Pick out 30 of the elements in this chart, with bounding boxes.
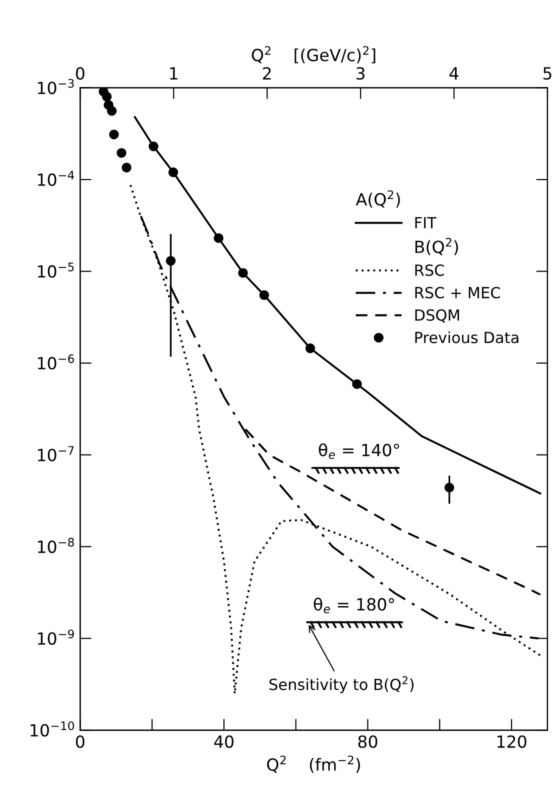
x-tick-label: 40: [214, 735, 234, 748]
x2-tick-label: 2: [263, 67, 271, 80]
legend-label: RSC: [415, 264, 444, 276]
text: Q$^{2}$ [(GeV/c)$^{2}$]: [252, 46, 376, 64]
annotation: θ$_{e}$ = 180°: [314, 598, 394, 614]
y-tick-label: 10$^{−6}$: [38, 354, 74, 370]
legend-title: A(Q$^{2}$): [356, 190, 400, 208]
legend-label: RSC + MEC: [415, 286, 500, 298]
y-tick-label: 10$^{−7}$: [38, 446, 74, 462]
legend-label: FIT: [415, 217, 436, 228]
text: Q$^{2}$ (fm$^{−2}$): [267, 756, 360, 773]
x-tick-label: 80: [358, 735, 378, 748]
y-tick-label: 10$^{−9}$: [38, 630, 74, 645]
y-tick-label: 10$^{−5}$: [38, 262, 74, 278]
x2-tick-label: 5: [543, 67, 552, 80]
legend-label: DSQM: [415, 309, 459, 323]
annotation: Sensitivity to B(Q$^{2}$): [269, 676, 414, 694]
x2-tick-label: 1: [170, 67, 178, 80]
legend-label: Previous Data: [415, 331, 518, 344]
y-tick-label: 10$^{−10}$: [30, 721, 74, 737]
x-tick-label: 120: [497, 735, 526, 748]
x2-tick-label: 3: [356, 67, 365, 80]
x2-tick-label: 0: [76, 67, 84, 80]
y-tick-label: 10$^{−3}$: [38, 78, 74, 94]
annotation: B(Q$^{2}$): [415, 238, 458, 256]
y-tick-label: 10$^{−4}$: [38, 170, 74, 186]
y-tick-label: 10$^{−8}$: [38, 538, 74, 554]
annotation: θ$_{e}$ = 140°: [318, 443, 400, 460]
x-tick-label: 0: [76, 735, 84, 748]
x2-tick-label: 4: [450, 67, 458, 80]
